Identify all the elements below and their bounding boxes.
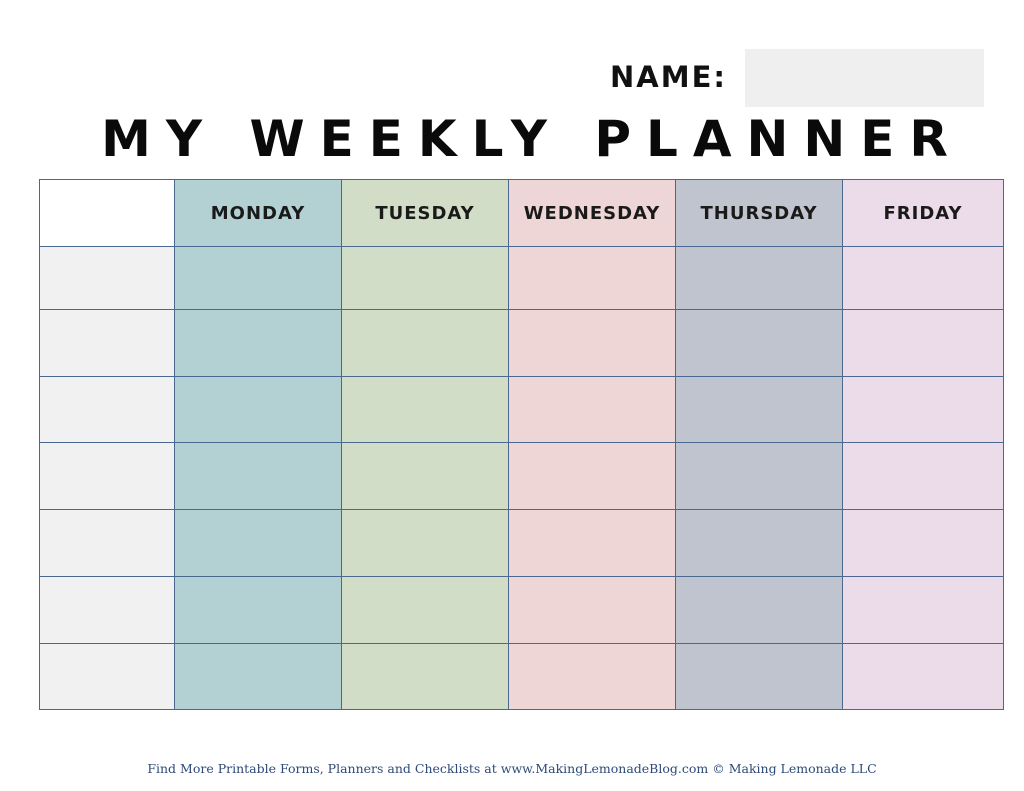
corner-cell bbox=[39, 179, 175, 247]
day-header-tuesday: TUESDAY bbox=[341, 179, 509, 247]
time-slot-cell[interactable] bbox=[39, 309, 175, 377]
planner-cell-wednesday[interactable] bbox=[508, 576, 676, 644]
planner-cell-wednesday[interactable] bbox=[508, 309, 676, 377]
day-header-wednesday: WEDNESDAY bbox=[508, 179, 676, 247]
time-slot-cell[interactable] bbox=[39, 576, 175, 644]
time-slot-cell[interactable] bbox=[39, 246, 175, 310]
planner-cell-monday[interactable] bbox=[174, 309, 342, 377]
planner-cell-friday[interactable] bbox=[842, 376, 1004, 443]
planner-cell-monday[interactable] bbox=[174, 376, 342, 443]
planner-cell-friday[interactable] bbox=[842, 309, 1004, 377]
day-header-monday: MONDAY bbox=[174, 179, 342, 247]
planner-cell-tuesday[interactable] bbox=[341, 246, 509, 310]
planner-cell-thursday[interactable] bbox=[675, 246, 843, 310]
planner-cell-friday[interactable] bbox=[842, 246, 1004, 310]
time-slot-cell[interactable] bbox=[39, 643, 175, 710]
planner-cell-thursday[interactable] bbox=[675, 643, 843, 710]
planner-row bbox=[39, 246, 1004, 310]
planner-grid: MONDAY TUESDAY WEDNESDAY THURSDAY FRIDAY bbox=[39, 179, 1004, 710]
planner-cell-friday[interactable] bbox=[842, 509, 1004, 577]
time-slot-cell[interactable] bbox=[39, 376, 175, 443]
planner-cell-thursday[interactable] bbox=[675, 442, 843, 510]
page-title: MY WEEKLY PLANNER bbox=[101, 110, 963, 168]
planner-cell-thursday[interactable] bbox=[675, 376, 843, 443]
planner-cell-monday[interactable] bbox=[174, 509, 342, 577]
planner-cell-thursday[interactable] bbox=[675, 509, 843, 577]
planner-row bbox=[39, 376, 1004, 443]
planner-cell-tuesday[interactable] bbox=[341, 442, 509, 510]
planner-cell-wednesday[interactable] bbox=[508, 376, 676, 443]
planner-cell-friday[interactable] bbox=[842, 643, 1004, 710]
planner-cell-thursday[interactable] bbox=[675, 309, 843, 377]
planner-cell-monday[interactable] bbox=[174, 576, 342, 644]
planner-row bbox=[39, 309, 1004, 377]
time-slot-cell[interactable] bbox=[39, 442, 175, 510]
day-header-friday: FRIDAY bbox=[842, 179, 1004, 247]
planner-cell-tuesday[interactable] bbox=[341, 376, 509, 443]
planner-cell-wednesday[interactable] bbox=[508, 643, 676, 710]
planner-cell-thursday[interactable] bbox=[675, 576, 843, 644]
footer-credit: Find More Printable Forms, Planners and … bbox=[147, 761, 877, 776]
name-input[interactable] bbox=[745, 49, 984, 107]
planner-cell-tuesday[interactable] bbox=[341, 509, 509, 577]
planner-cell-wednesday[interactable] bbox=[508, 442, 676, 510]
planner-cell-friday[interactable] bbox=[842, 576, 1004, 644]
planner-row bbox=[39, 576, 1004, 644]
planner-cell-monday[interactable] bbox=[174, 442, 342, 510]
planner-cell-tuesday[interactable] bbox=[341, 309, 509, 377]
planner-row bbox=[39, 509, 1004, 577]
day-header-thursday: THURSDAY bbox=[675, 179, 843, 247]
planner-cell-monday[interactable] bbox=[174, 643, 342, 710]
planner-cell-tuesday[interactable] bbox=[341, 643, 509, 710]
planner-cell-tuesday[interactable] bbox=[341, 576, 509, 644]
planner-cell-wednesday[interactable] bbox=[508, 509, 676, 577]
name-label: NAME: bbox=[610, 60, 727, 94]
time-slot-cell[interactable] bbox=[39, 509, 175, 577]
planner-cell-wednesday[interactable] bbox=[508, 246, 676, 310]
planner-row bbox=[39, 643, 1004, 710]
planner-row bbox=[39, 442, 1004, 510]
planner-cell-monday[interactable] bbox=[174, 246, 342, 310]
planner-cell-friday[interactable] bbox=[842, 442, 1004, 510]
